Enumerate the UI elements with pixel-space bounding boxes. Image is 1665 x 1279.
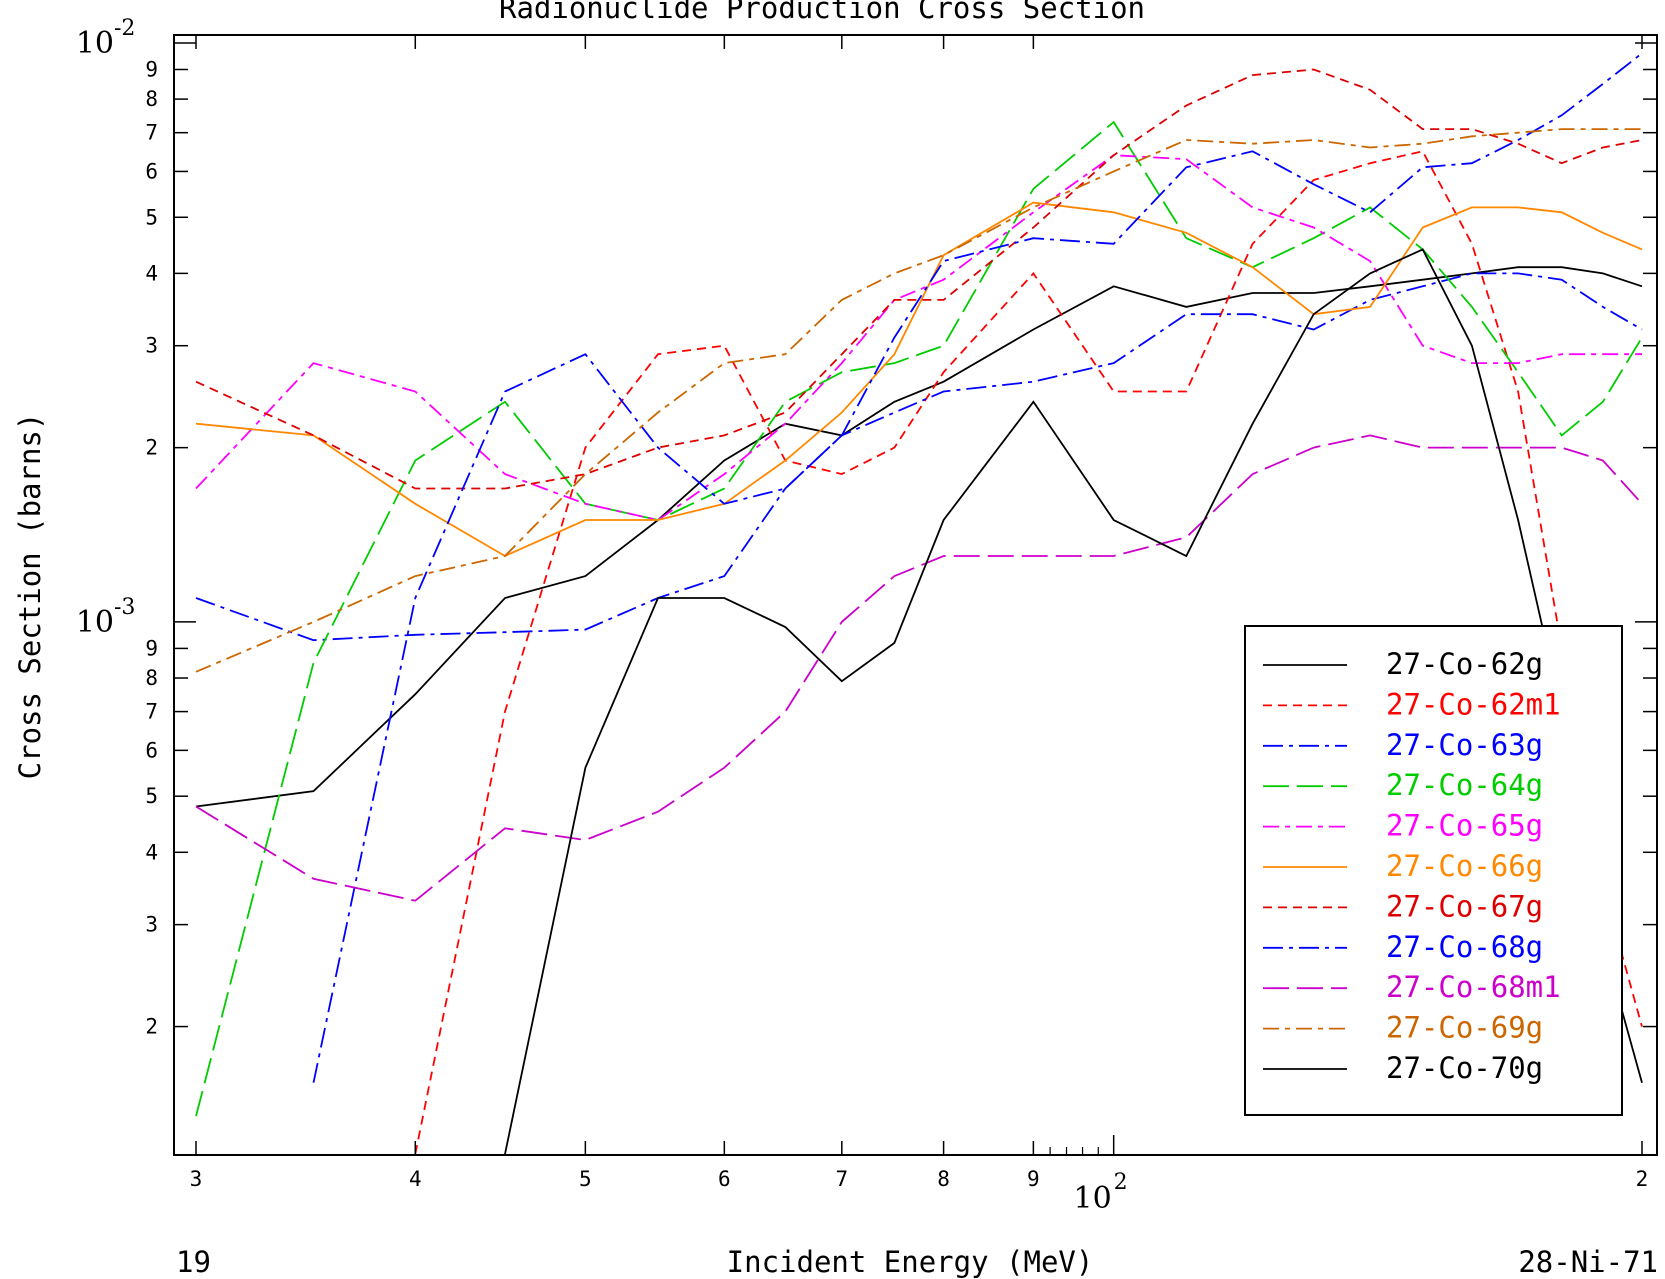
footer-right: 28-Ni-71 xyxy=(1518,1245,1658,1279)
x-tick-label: 9 xyxy=(1027,1167,1040,1191)
x-tick-label: 4 xyxy=(409,1167,422,1191)
x-tick-label: 5 xyxy=(579,1167,592,1191)
x-decade-label-base: 10 xyxy=(1073,1181,1111,1216)
series-line-27-co-70g xyxy=(504,248,1643,1155)
y-tick-label: 8 xyxy=(145,87,158,111)
legend-label: 27-Co-70g xyxy=(1386,1051,1543,1085)
legend-box xyxy=(1244,625,1623,1116)
y-tick-label: 6 xyxy=(145,159,158,183)
chart-title: Radionuclide Production Cross Section xyxy=(499,0,1145,25)
y-tick-label: 2 xyxy=(145,1015,158,1039)
x-tick-label: 7 xyxy=(835,1167,848,1191)
legend-label: 27-Co-65g xyxy=(1386,809,1543,843)
x-axis-ticks: 3 4 5 6 7 8 9 210 2 xyxy=(190,35,1649,1216)
y-decade-label-exp: -2 xyxy=(114,16,135,41)
y-decade-label-exp: -3 xyxy=(114,595,135,620)
legend: 27-Co-62g 27-Co-62m1 27-Co-63g 27-Co-64g 27-… xyxy=(1244,625,1623,1116)
plot-frame xyxy=(173,34,1658,1156)
y-tick-label: 3 xyxy=(145,913,158,937)
y-tick-label: 7 xyxy=(145,700,158,724)
legend-label: 27-Co-62m1 xyxy=(1386,687,1561,721)
y-tick-label: 8 xyxy=(145,666,158,690)
x-tick-label: 2 xyxy=(1636,1167,1649,1191)
legend-label: 27-Co-64g xyxy=(1386,768,1543,802)
y-tick-label: 5 xyxy=(145,784,158,808)
series-line-27-co-66g xyxy=(195,201,1643,558)
series-line-27-co-68m1 xyxy=(195,434,1643,902)
legend-label: 27-Co-66g xyxy=(1386,849,1543,883)
series-line-27-co-62g xyxy=(195,266,1643,808)
series-line-27-co-65g xyxy=(195,154,1642,521)
y-axis-label: Cross Section (barns) xyxy=(13,413,47,780)
x-tick-label: 8 xyxy=(937,1167,950,1191)
y-tick-label: 3 xyxy=(145,334,158,358)
legend-label: 27-Co-69g xyxy=(1386,1011,1543,1045)
y-tick-label: 2 xyxy=(145,436,158,460)
y-decade-label-base: 10 xyxy=(76,26,114,61)
legend-label: 27-Co-62g xyxy=(1386,647,1543,681)
y-tick-label: 9 xyxy=(145,636,158,660)
y-decade-label-base: 10 xyxy=(76,605,114,640)
series-line-27-co-68g xyxy=(312,52,1643,1083)
y-tick-label: 5 xyxy=(145,205,158,229)
plot-lines xyxy=(195,52,1643,1155)
footer-left: 19 xyxy=(176,1245,211,1279)
legend-label: 27-Co-67g xyxy=(1386,889,1543,923)
legend-label: 27-Co-68m1 xyxy=(1386,970,1561,1004)
series-line-27-co-64g xyxy=(195,120,1643,1117)
legend-label: 27-Co-68g xyxy=(1386,930,1543,964)
y-tick-label: 7 xyxy=(145,121,158,145)
x-tick-label: 6 xyxy=(718,1167,731,1191)
series-line-27-co-63g xyxy=(195,272,1643,642)
series-line-27-co-67g xyxy=(195,68,1643,490)
y-tick-label: 6 xyxy=(145,738,158,762)
x-decade-label-exp: 2 xyxy=(1114,1170,1128,1195)
x-tick-label: 3 xyxy=(190,1167,203,1191)
x-axis-label: Incident Energy (MeV) xyxy=(727,1245,1094,1279)
series-line-27-co-69g xyxy=(195,128,1642,673)
y-tick-label: 4 xyxy=(145,840,158,864)
legend-label: 27-Co-63g xyxy=(1386,728,1543,762)
y-tick-label: 9 xyxy=(145,57,158,81)
y-tick-label: 4 xyxy=(145,261,158,285)
